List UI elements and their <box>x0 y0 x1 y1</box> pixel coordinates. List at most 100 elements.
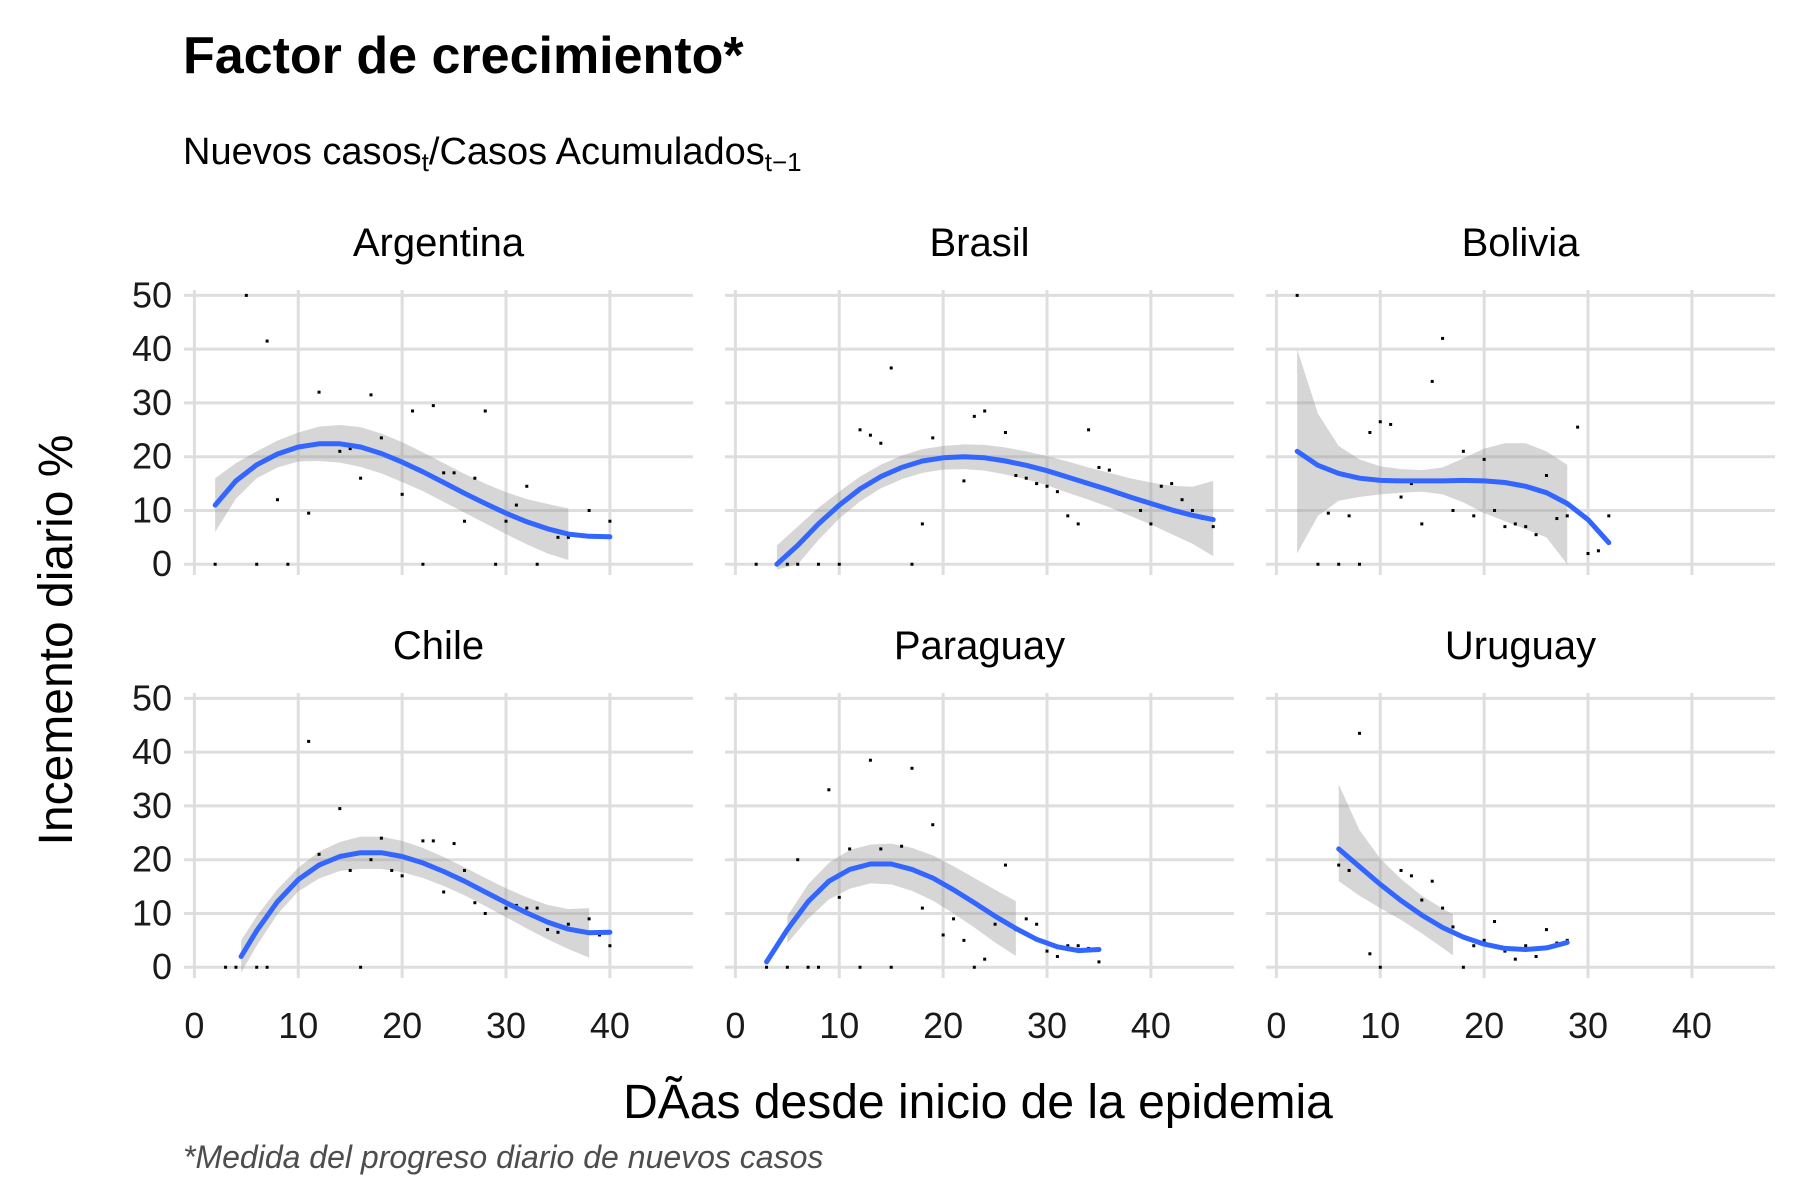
data-point <box>359 965 363 969</box>
x-tick-label: 40 <box>590 1005 630 1046</box>
chart-title: Factor de crecimiento* <box>183 27 744 85</box>
y-tick-label: 10 <box>132 489 172 530</box>
y-tick-label: 30 <box>132 382 172 423</box>
x-axis-title: DÃ­as desde inicio de la epidemia <box>623 1075 1333 1129</box>
data-point <box>379 836 383 840</box>
data-point <box>1534 533 1538 537</box>
data-point <box>234 965 238 969</box>
data-point <box>1368 431 1372 434</box>
data-point <box>265 965 269 969</box>
confidence-band <box>1338 784 1453 956</box>
data-point <box>1295 293 1299 297</box>
data-point <box>827 788 831 792</box>
data-point <box>1399 495 1403 499</box>
data-point <box>379 436 383 440</box>
facet-panel-paraguay: Paraguay 0 10 20 30 40 <box>725 624 1234 1046</box>
data-point <box>1337 863 1341 867</box>
data-point <box>962 479 966 483</box>
data-point <box>431 404 435 408</box>
data-point <box>566 922 570 926</box>
y-tick-label: 20 <box>132 839 172 880</box>
data-point <box>796 858 800 862</box>
confidence-band <box>215 424 569 560</box>
data-point <box>868 433 872 437</box>
data-point <box>317 390 321 394</box>
confidence-band <box>776 444 1214 570</box>
data-point <box>421 562 425 566</box>
data-point <box>556 535 560 539</box>
data-point <box>462 868 466 872</box>
data-point <box>1493 508 1497 512</box>
data-point <box>1035 482 1039 486</box>
x-tick-label: 20 <box>382 1005 422 1046</box>
facet-label: Bolivia <box>1462 221 1581 265</box>
data-point <box>244 293 248 297</box>
data-point <box>910 766 914 770</box>
data-point <box>1513 957 1517 961</box>
data-point <box>1066 514 1070 518</box>
data-point <box>348 447 352 451</box>
data-point <box>1190 508 1194 512</box>
data-point <box>1378 965 1382 969</box>
data-point <box>1045 949 1049 953</box>
data-point <box>765 965 769 969</box>
data-point <box>1607 514 1611 518</box>
x-tick-label: 10 <box>1360 1005 1400 1046</box>
data-point <box>1524 944 1528 948</box>
data-point <box>286 562 290 566</box>
data-point <box>587 508 591 512</box>
data-point <box>796 562 800 566</box>
data-point <box>1482 938 1486 942</box>
data-point <box>442 471 446 475</box>
y-tick-label: 40 <box>132 731 172 772</box>
data-point <box>400 874 404 878</box>
data-point <box>983 409 987 413</box>
chart-subtitle: Nuevos casost/Casos Acumuladost−1 <box>183 131 802 177</box>
data-point <box>535 906 539 910</box>
data-point <box>1180 498 1184 502</box>
data-point <box>1357 731 1361 735</box>
data-point <box>1055 490 1059 494</box>
x-tick-label: 30 <box>486 1005 526 1046</box>
data-point <box>1159 484 1163 488</box>
y-tick-label: 0 <box>152 543 172 584</box>
data-point <box>483 911 487 915</box>
data-point <box>1139 508 1143 512</box>
data-point <box>1451 925 1455 929</box>
data-point <box>962 938 966 942</box>
x-tick-label: 10 <box>278 1005 318 1046</box>
data-point <box>608 519 612 523</box>
trend-line <box>764 861 1102 965</box>
facet-panel-chile: Chile 0 10 20 30 40 50 0 10 20 30 40 <box>132 624 693 1046</box>
data-point <box>1211 525 1215 529</box>
data-point <box>1337 562 1341 566</box>
subtitle-part: t−1 <box>765 147 802 177</box>
data-point <box>1326 511 1330 515</box>
y-tick-label: 50 <box>132 677 172 718</box>
y-tick-label: 20 <box>132 436 172 477</box>
data-point <box>1087 428 1091 432</box>
data-point <box>1035 922 1039 926</box>
data-point <box>400 492 404 496</box>
data-point <box>442 890 446 894</box>
facet-label: Brasil <box>929 221 1029 265</box>
data-point <box>525 484 529 488</box>
data-point <box>338 449 342 453</box>
data-point <box>1586 551 1590 555</box>
data-point <box>1149 522 1153 526</box>
facet-panel-brasil: Brasil <box>725 221 1234 575</box>
y-tick-label: 40 <box>132 328 172 369</box>
data-point <box>411 409 415 413</box>
data-point <box>1420 898 1424 902</box>
data-point <box>462 519 466 523</box>
facet-panel-bolivia: Bolivia <box>1266 221 1775 575</box>
y-axis-title: Incemento diario % <box>30 435 83 846</box>
y-tick-label: 30 <box>132 785 172 826</box>
data-point <box>224 965 228 969</box>
y-tick-label: 50 <box>132 274 172 315</box>
x-tick-label: 20 <box>923 1005 963 1046</box>
data-point <box>1420 522 1424 526</box>
data-point <box>1097 960 1101 964</box>
data-point <box>1534 954 1538 958</box>
